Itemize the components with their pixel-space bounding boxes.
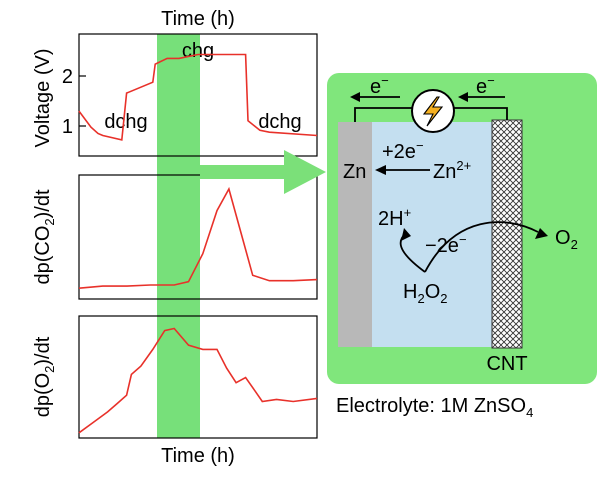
cnt-electrode: [491, 119, 523, 349]
electron-arrowhead-left-icon: [350, 92, 360, 102]
h-plus-label: 2H+: [378, 205, 411, 230]
zn-electrode: [338, 122, 372, 347]
co2-evolution-curve: [78, 186, 318, 289]
circuit-wire-right: [454, 107, 508, 120]
electron-arrowhead-right-icon: [458, 92, 468, 102]
o2-label: O2: [555, 227, 578, 252]
arrow-head: [284, 150, 326, 194]
electron-label-left: e−: [370, 73, 389, 98]
voltage-y-axis-label: Voltage (V): [32, 49, 54, 148]
o2-plot-frame: [78, 315, 318, 439]
charge-label: chg: [182, 40, 214, 62]
zn-reaction-electrons: +2e−: [382, 138, 424, 163]
discharge-label-right: dchg: [258, 111, 301, 133]
voltage-plot-frame: [78, 33, 318, 157]
lightning-bolt-icon: [422, 96, 444, 127]
zn-ion-label: Zn2+: [433, 158, 471, 183]
o2-y-axis-label: dp(O2)/dt: [32, 336, 57, 417]
top-x-axis-label: Time (h): [161, 8, 235, 30]
arrow-shaft: [200, 165, 290, 179]
h2o2-label: H2O2: [403, 281, 447, 306]
minus-2e-label: −2e−: [425, 232, 467, 257]
electrolyte-label: Electrolyte: 1M ZnSO4: [336, 395, 533, 420]
zn-label: Zn: [343, 161, 366, 183]
cnt-label: CNT: [486, 353, 527, 375]
electron-label-right: e−: [476, 73, 495, 98]
h-plus-arrowhead-icon: [401, 228, 411, 241]
voltage-tick-label-1: 1: [62, 116, 73, 138]
o2-arrowhead-icon: [535, 228, 548, 239]
co2-y-axis-label: dp(CO2)/dt: [32, 189, 57, 284]
charge-highlight-band: [157, 34, 200, 438]
voltage-tick-label-2: 2: [62, 66, 73, 88]
o2-evolution-arrow: [424, 221, 539, 273]
zn-reduction-arrowhead-icon: [375, 165, 386, 175]
discharge-label-left: dchg: [104, 111, 147, 133]
circuit-wire-left: [354, 107, 412, 122]
voltage-curve: [78, 53, 318, 141]
o2-evolution-curve: [78, 327, 318, 434]
co2-plot-frame: [78, 174, 318, 300]
bottom-x-axis-label: Time (h): [161, 445, 235, 467]
